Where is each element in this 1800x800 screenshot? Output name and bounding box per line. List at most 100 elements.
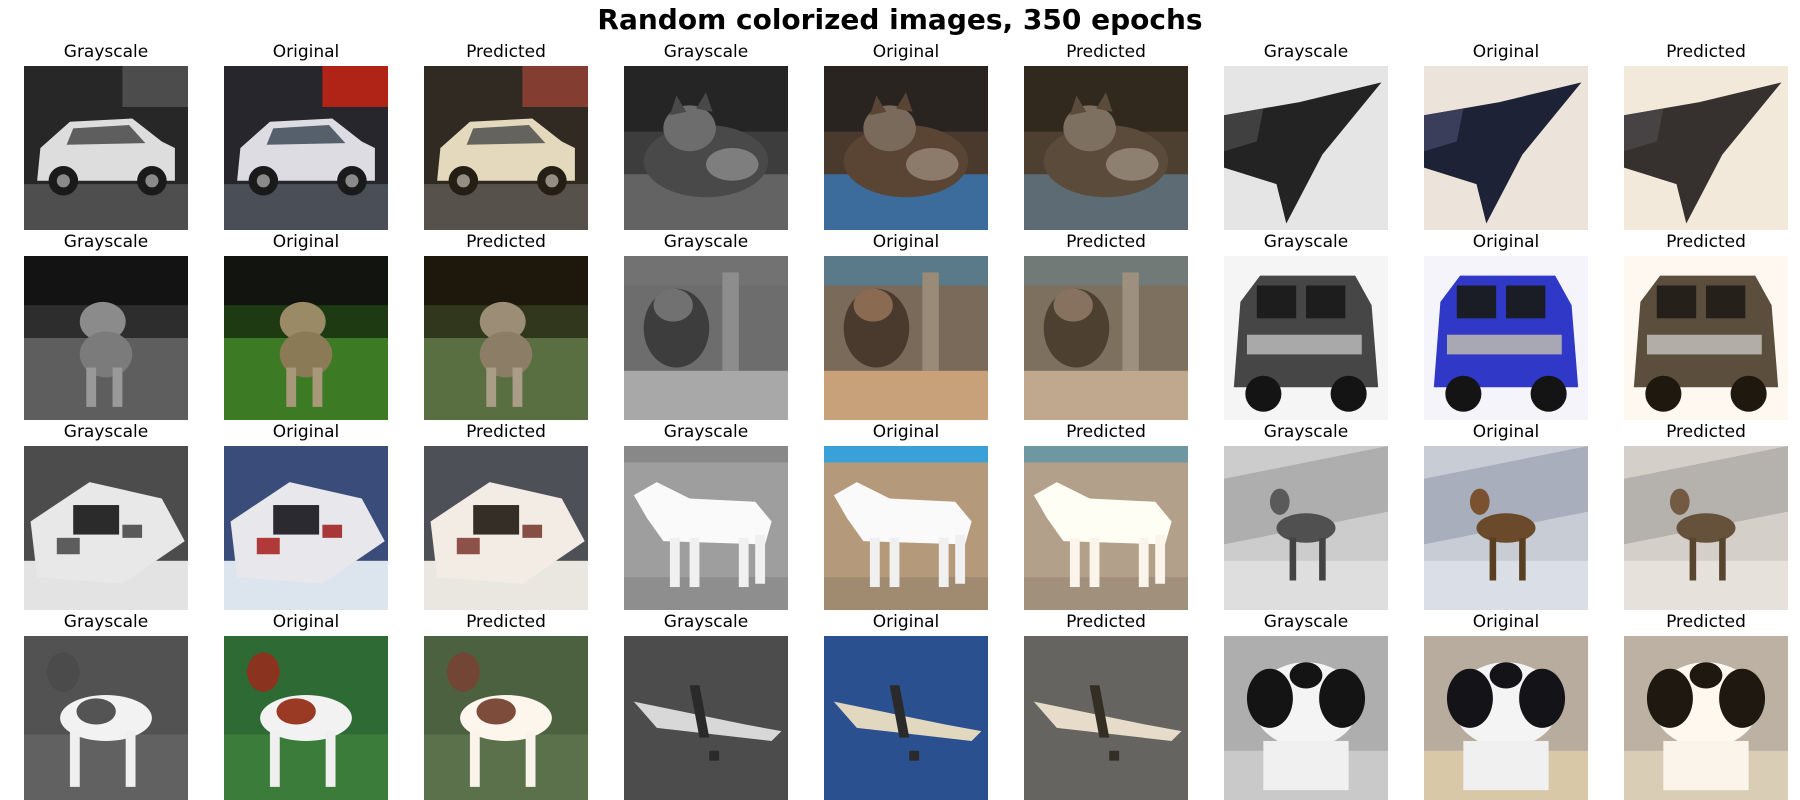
panel-title: Grayscale — [1263, 422, 1349, 442]
panel-original-boat: Original — [224, 420, 388, 610]
original-image-cat — [824, 256, 988, 420]
panel-grayscale-car: Grayscale — [1224, 230, 1388, 420]
panel-grayscale-dog: Grayscale — [1224, 610, 1388, 800]
panel-title: Original — [272, 232, 340, 252]
panel-title: Predicted — [1666, 422, 1746, 442]
panel-predicted-airplane: Predicted — [1624, 40, 1788, 230]
panel-title: Predicted — [466, 42, 546, 62]
grayscale-image-cat — [624, 256, 788, 420]
panel-predicted-dog: Predicted — [424, 610, 588, 800]
panel-title: Grayscale — [63, 422, 149, 442]
panel-title: Predicted — [466, 232, 546, 252]
panel-title: Original — [1472, 42, 1540, 62]
grayscale-image-horse — [624, 446, 788, 610]
panel-original-airplane: Original — [824, 610, 988, 800]
panel-grayscale-car: Grayscale — [24, 40, 188, 230]
panel-original-deer: Original — [1424, 420, 1588, 610]
grayscale-image-car — [24, 66, 188, 230]
original-image-horse — [824, 446, 988, 610]
panel-original-dog: Original — [1424, 610, 1588, 800]
panel-title: Grayscale — [663, 232, 749, 252]
panel-predicted-dog: Predicted — [1624, 610, 1788, 800]
panel-original-car: Original — [224, 40, 388, 230]
panel-title: Predicted — [1666, 42, 1746, 62]
panel-original-cat: Original — [824, 40, 988, 230]
predicted-image-boat — [424, 446, 588, 610]
panel-predicted-dog: Predicted — [424, 230, 588, 420]
panel-original-dog: Original — [224, 610, 388, 800]
grayscale-image-airplane — [624, 636, 788, 800]
panel-title: Grayscale — [1263, 42, 1349, 62]
panel-title: Original — [872, 42, 940, 62]
grayscale-image-car — [1224, 256, 1388, 420]
panel-title: Original — [1472, 612, 1540, 632]
panel-grayscale-horse: Grayscale — [624, 420, 788, 610]
panel-title: Grayscale — [1263, 232, 1349, 252]
panel-original-airplane: Original — [1424, 40, 1588, 230]
panel-grayscale-dog: Grayscale — [24, 230, 188, 420]
grayscale-image-airplane — [1224, 66, 1388, 230]
predicted-image-dog — [424, 256, 588, 420]
panel-title: Predicted — [1066, 612, 1146, 632]
predicted-image-car — [424, 66, 588, 230]
panel-original-dog: Original — [224, 230, 388, 420]
panel-predicted-airplane: Predicted — [1024, 610, 1188, 800]
original-image-car — [1424, 256, 1588, 420]
predicted-image-airplane — [1024, 636, 1188, 800]
panel-title: Original — [872, 422, 940, 442]
panel-grayscale-airplane: Grayscale — [1224, 40, 1388, 230]
panel-title: Predicted — [1066, 42, 1146, 62]
panel-grayscale-dog: Grayscale — [24, 610, 188, 800]
original-image-dog — [1424, 636, 1588, 800]
panel-predicted-boat: Predicted — [424, 420, 588, 610]
panel-grayscale-airplane: Grayscale — [624, 610, 788, 800]
panel-predicted-cat: Predicted — [1024, 40, 1188, 230]
figure-title: Random colorized images, 350 epochs — [597, 3, 1203, 36]
grayscale-image-boat — [24, 446, 188, 610]
panel-grayscale-cat: Grayscale — [624, 230, 788, 420]
panel-title: Original — [272, 612, 340, 632]
grayscale-image-deer — [1224, 446, 1388, 610]
predicted-image-cat — [1024, 256, 1188, 420]
panel-title: Grayscale — [1263, 612, 1349, 632]
predicted-image-car — [1624, 256, 1788, 420]
grayscale-image-dog — [24, 256, 188, 420]
grayscale-image-dog — [24, 636, 188, 800]
panel-title: Grayscale — [63, 612, 149, 632]
predicted-image-horse — [1024, 446, 1188, 610]
panel-title: Grayscale — [63, 42, 149, 62]
panel-predicted-cat: Predicted — [1024, 230, 1188, 420]
panel-title: Original — [272, 422, 340, 442]
panel-title: Original — [1472, 422, 1540, 442]
panel-title: Predicted — [1066, 422, 1146, 442]
panel-title: Predicted — [1666, 612, 1746, 632]
original-image-deer — [1424, 446, 1588, 610]
panel-title: Grayscale — [663, 612, 749, 632]
panel-grayscale-deer: Grayscale — [1224, 420, 1388, 610]
panel-title: Predicted — [1066, 232, 1146, 252]
panel-title: Original — [1472, 232, 1540, 252]
panel-title: Original — [272, 42, 340, 62]
panel-grayscale-cat: Grayscale — [624, 40, 788, 230]
original-image-car — [224, 66, 388, 230]
original-image-cat — [824, 66, 988, 230]
panel-title: Predicted — [466, 612, 546, 632]
panel-title: Original — [872, 232, 940, 252]
grayscale-image-cat — [624, 66, 788, 230]
predicted-image-deer — [1624, 446, 1788, 610]
panel-title: Grayscale — [63, 232, 149, 252]
panel-predicted-horse: Predicted — [1024, 420, 1188, 610]
panel-grayscale-boat: Grayscale — [24, 420, 188, 610]
original-image-boat — [224, 446, 388, 610]
predicted-image-dog — [424, 636, 588, 800]
predicted-image-dog — [1624, 636, 1788, 800]
original-image-dog — [224, 256, 388, 420]
panel-original-cat: Original — [824, 230, 988, 420]
panel-original-horse: Original — [824, 420, 988, 610]
panel-title: Original — [872, 612, 940, 632]
panel-predicted-deer: Predicted — [1624, 420, 1788, 610]
panel-original-car: Original — [1424, 230, 1588, 420]
original-image-airplane — [1424, 66, 1588, 230]
panel-title: Predicted — [466, 422, 546, 442]
